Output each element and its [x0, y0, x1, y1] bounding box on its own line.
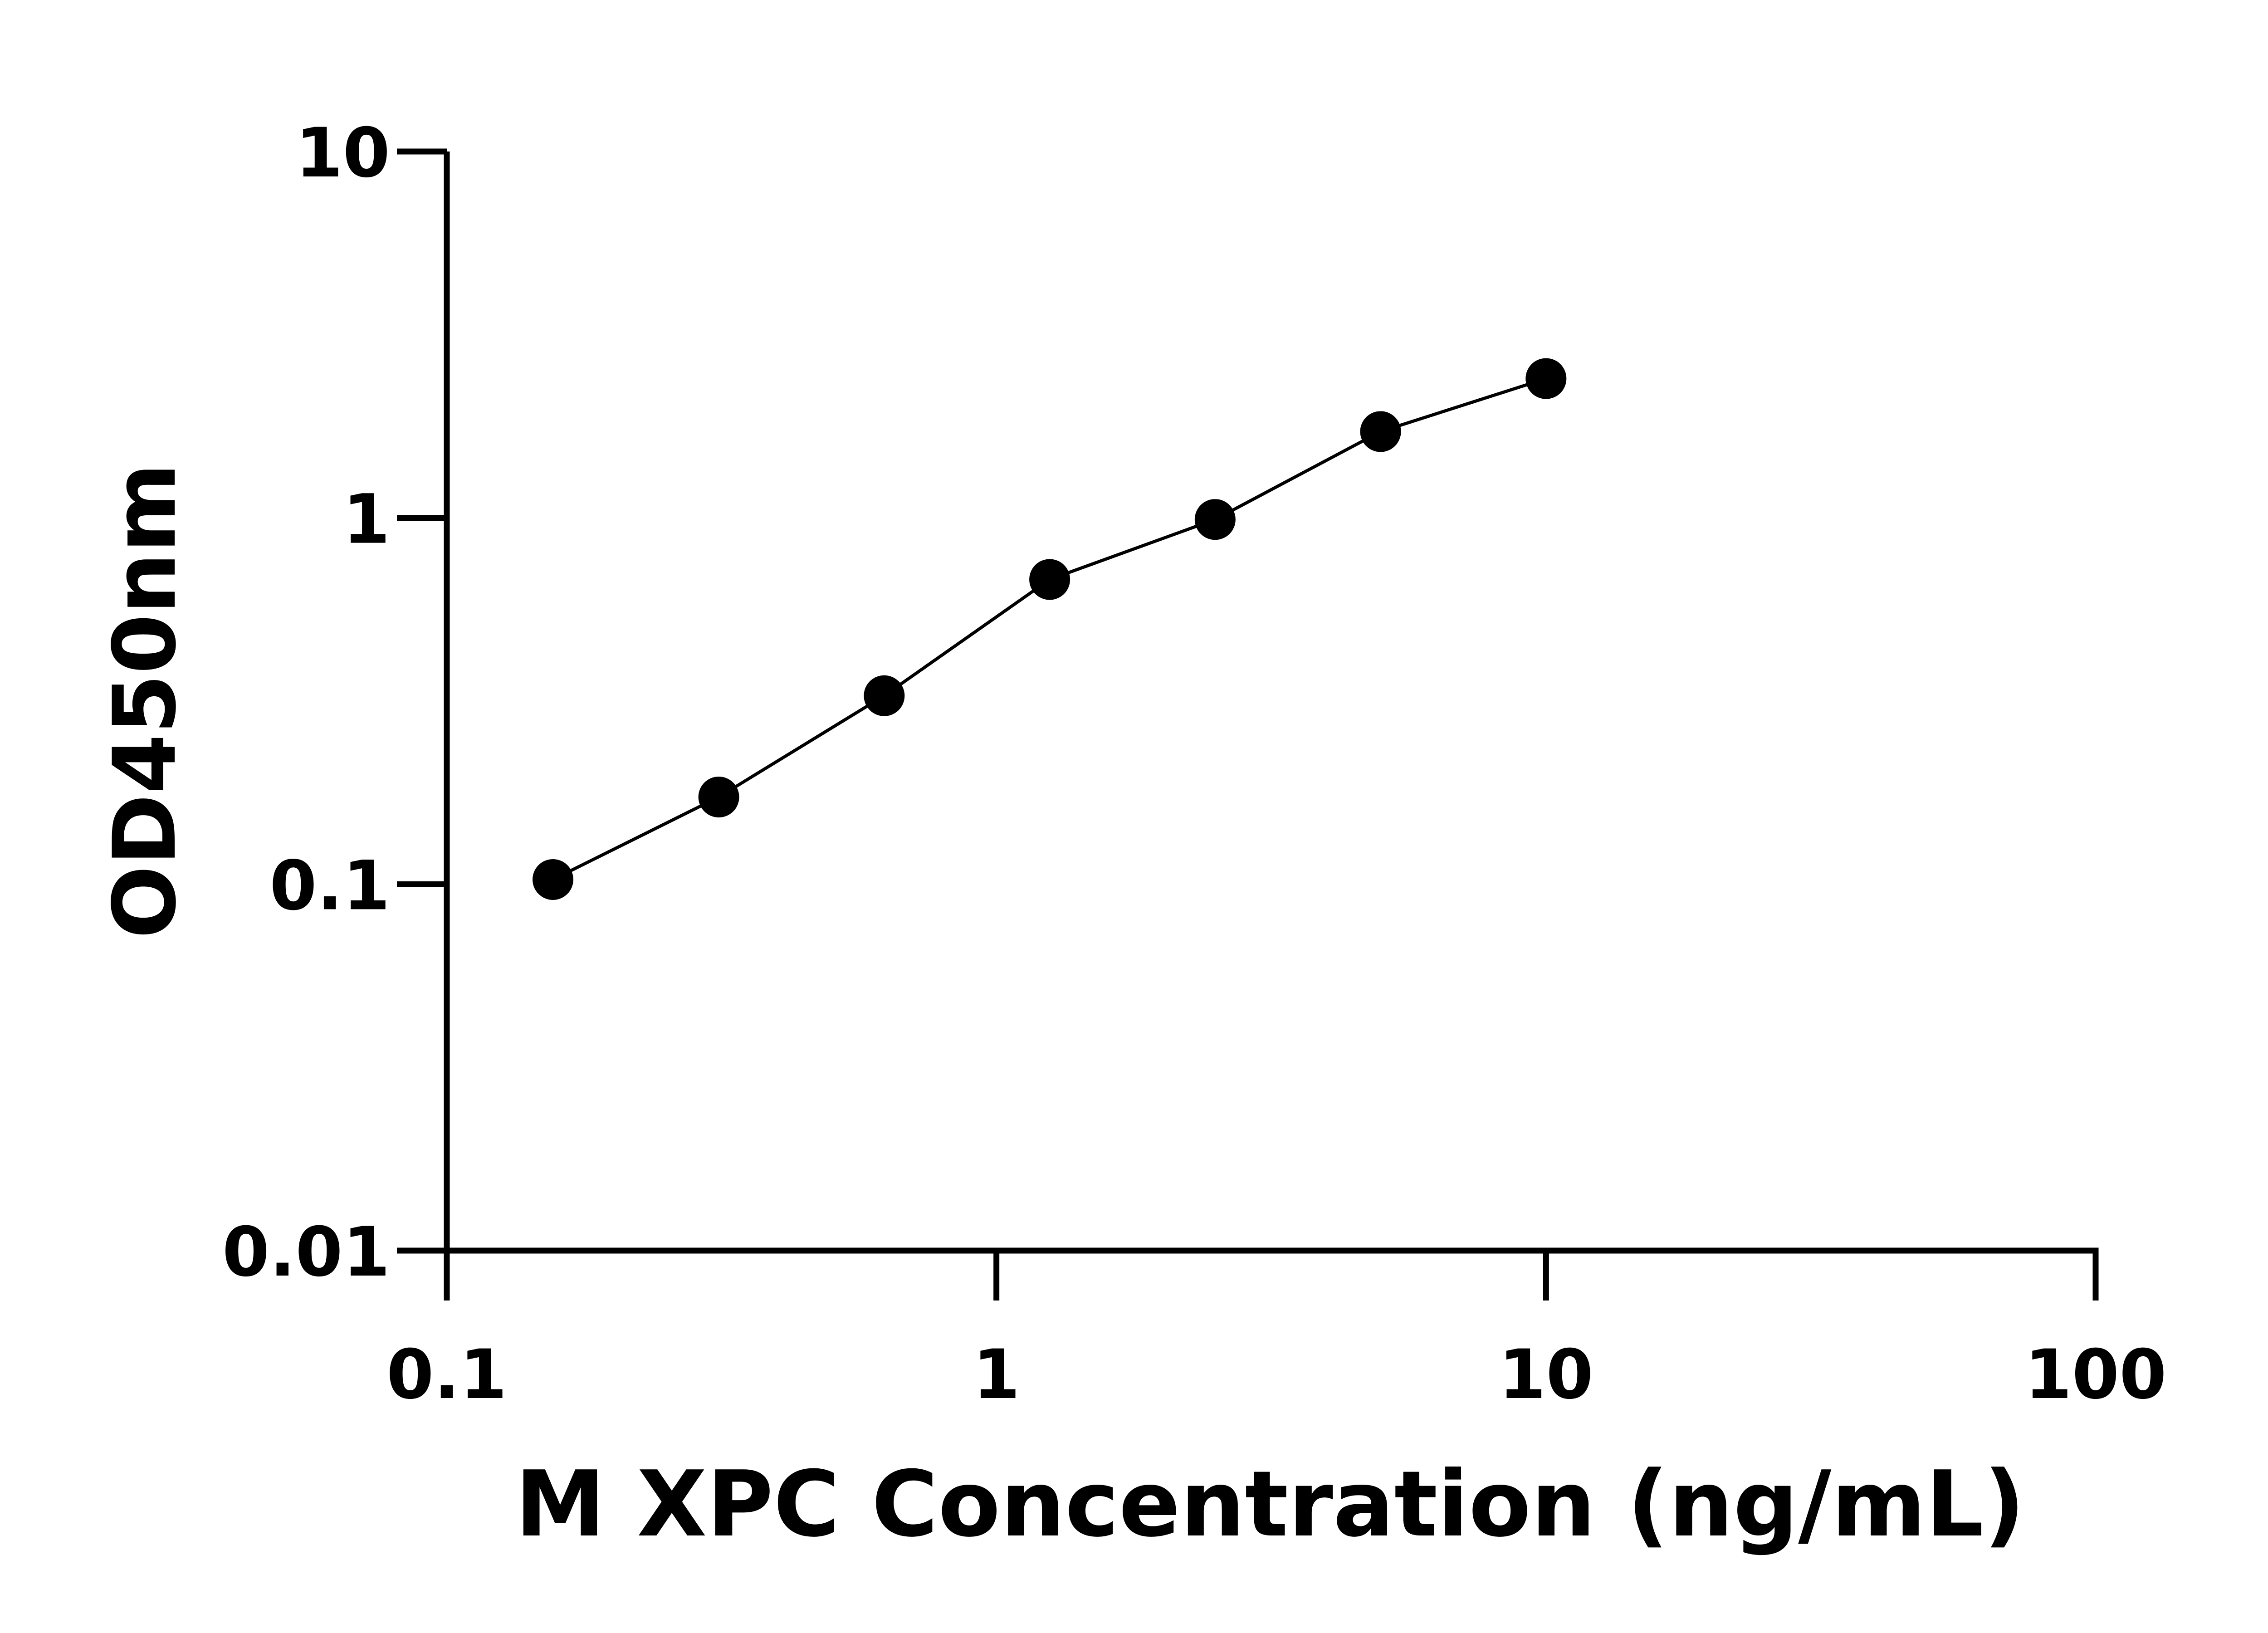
series [533, 358, 1567, 900]
ticks: 0.01 0.1 1 10 0.1 1 10 100 [222, 114, 2167, 1414]
x-tick-label: 100 [2024, 1335, 2166, 1414]
data-point [1194, 499, 1236, 540]
y-tick-label: 1 [343, 480, 390, 559]
data-point [698, 777, 739, 818]
data-point [864, 675, 905, 716]
y-tick-label: 0.01 [222, 1213, 390, 1292]
x-tick-label: 10 [1499, 1335, 1593, 1414]
y-axis-title: OD450nm [95, 463, 195, 939]
data-point [533, 859, 574, 900]
axes [444, 152, 2099, 1254]
data-point [1029, 559, 1070, 600]
data-point [1360, 411, 1401, 452]
x-tick-label: 0.1 [386, 1335, 507, 1414]
x-tick-label: 1 [973, 1335, 1020, 1414]
y-tick-label: 10 [295, 114, 390, 193]
x-axis-title: M XPC Concentration (ng/mL) [515, 1452, 2025, 1557]
data-point [1525, 358, 1567, 399]
y-tick-label: 0.1 [269, 846, 390, 925]
